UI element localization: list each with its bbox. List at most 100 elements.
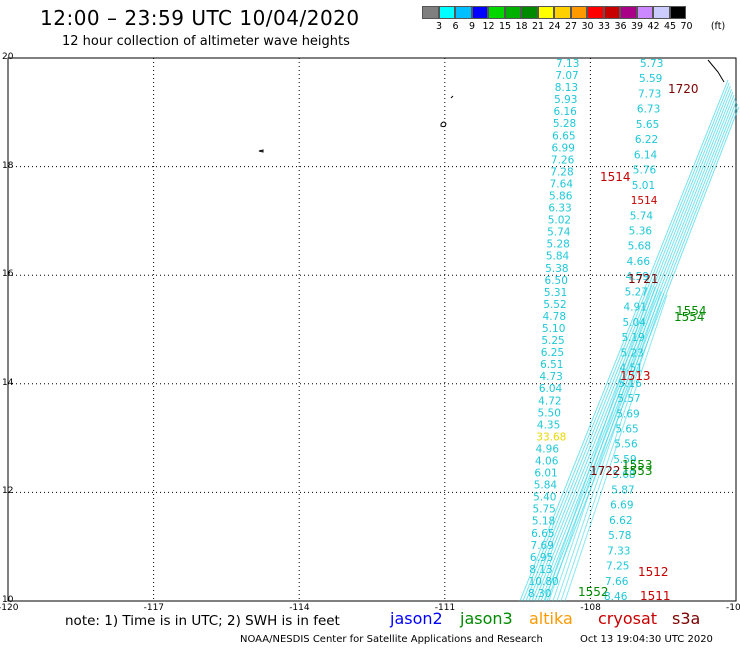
track-value: 4.73 (539, 371, 562, 383)
colorbar-swatch (455, 6, 472, 19)
colorbar-swatch (438, 6, 455, 19)
swath-line (544, 284, 653, 602)
y-tick-label: 18 (2, 160, 14, 171)
pass-label: 1721 (628, 272, 659, 286)
track-value: 5.04 (623, 317, 647, 329)
track-value: 5.31 (544, 287, 567, 299)
track-value: 33.68 (536, 431, 566, 443)
x-tick-label: -108 (580, 603, 601, 613)
swath-line (552, 288, 659, 602)
track-value: 5.75 (532, 504, 555, 516)
colorbar-unit: (ft) (710, 21, 726, 32)
footer-note: note: 1) Time is in UTC; 2) SWH is in fe… (65, 613, 340, 629)
track-value: 5.18 (532, 516, 555, 528)
pass-label: 1513 (620, 369, 651, 383)
track-value: 4.78 (543, 311, 566, 323)
track-value: 7.64 (550, 178, 574, 190)
track-value: 4.96 (536, 443, 560, 455)
track-value: 4.66 (627, 256, 651, 268)
swath-line (531, 91, 734, 602)
colorbar-label: 12 (482, 21, 495, 32)
colorbar-label: 33 (597, 21, 611, 32)
track-value: 8.13 (529, 564, 552, 576)
track-value: 5.93 (554, 94, 577, 106)
y-tick-label: 14 (2, 377, 14, 388)
track-value: 6.22 (635, 134, 658, 146)
track-value: 5.86 (549, 191, 573, 203)
track-value: 4.06 (535, 456, 559, 468)
credit-text: NOAA/NESDIS Center for Satellite Applica… (240, 634, 543, 645)
track-value: 7.66 (605, 576, 629, 588)
track-value: 5.28 (546, 239, 569, 251)
colorbar-swatch (603, 6, 620, 19)
track-value: 7.73 (638, 88, 661, 100)
track-value: 5.10 (542, 323, 565, 335)
track-value: 5.59 (639, 73, 662, 85)
track-value: 5.68 (628, 241, 651, 253)
track-value: 5.84 (534, 480, 558, 492)
track-value: 5.38 (545, 263, 568, 275)
track-value: 7.69 (531, 540, 554, 552)
pass-label: 1554 (674, 310, 705, 324)
swath-line (522, 82, 730, 602)
track-value: 5.87 (611, 484, 634, 496)
track-value: 5.78 (608, 530, 631, 542)
satellite-legend-item: altika (529, 609, 573, 628)
track-value: 4.59 (626, 271, 649, 283)
track-value: 5.84 (546, 251, 570, 263)
colorbar-label: 9 (468, 21, 476, 32)
colorbar-label: 39 (630, 21, 644, 32)
colorbar-swatch (570, 6, 587, 19)
swath-line (556, 290, 662, 602)
track-value: 6.65 (552, 130, 575, 142)
track-value: 5.01 (632, 180, 655, 192)
satellite-swaths (519, 79, 740, 602)
colorbar-label: 6 (452, 21, 459, 32)
track-value: 1514 (631, 195, 658, 207)
track-value: 5.74 (630, 210, 654, 222)
track-value: 5.27 (625, 286, 648, 298)
y-tick-label: 16 (2, 269, 14, 280)
swath-line (537, 97, 736, 602)
track-value: 5.68 (612, 469, 635, 481)
track-value: 6.73 (637, 104, 660, 116)
colorbar-swatch (422, 6, 439, 19)
colorbar-swatch (488, 6, 505, 19)
colorbar-label: 18 (515, 21, 528, 32)
colorbar-swatch (669, 6, 686, 19)
track-value: 5.19 (621, 332, 644, 344)
colorbar-label: 30 (581, 21, 594, 32)
pass-label: 1512 (638, 565, 669, 579)
wave-height-colorbar (422, 6, 686, 19)
track-value: 8.13 (555, 82, 578, 94)
colorbar-label: 24 (548, 21, 561, 32)
colorbar-swatch (620, 6, 637, 19)
track-value: 10.80 (529, 576, 559, 588)
track-value: 6.01 (534, 468, 557, 480)
track-value: 5.50 (538, 407, 561, 419)
coastline-islands (258, 59, 725, 153)
pass-label: 1514 (600, 170, 631, 184)
track-value: 5.74 (547, 227, 571, 239)
satellite-legend-item: s3a (672, 609, 701, 628)
colorbar-label: 70 (680, 21, 693, 32)
map-grid (8, 58, 736, 601)
colorbar-label: 3 (435, 21, 443, 32)
track-value: 6.65 (531, 528, 554, 540)
colorbar-swatch (504, 6, 521, 19)
track-value: 5.40 (533, 492, 556, 504)
track-value: 4.51 (619, 363, 642, 375)
track-value: 6.33 (548, 203, 571, 215)
track-value: 8.46 (604, 591, 628, 603)
track-value: 4.91 (624, 302, 647, 314)
y-tick-label: 10 (2, 595, 14, 605)
track-value: 6.14 (634, 149, 658, 161)
track-value: 5.36 (629, 226, 653, 238)
y-tick-label: 12 (2, 486, 14, 497)
track-value: 5.28 (553, 118, 576, 130)
track-value: 6.69 (610, 500, 633, 512)
satellite-legend-item: jason2 (390, 609, 443, 628)
track-values: 7.137.078.135.936.165.286.656.997.267.28… (528, 58, 663, 603)
